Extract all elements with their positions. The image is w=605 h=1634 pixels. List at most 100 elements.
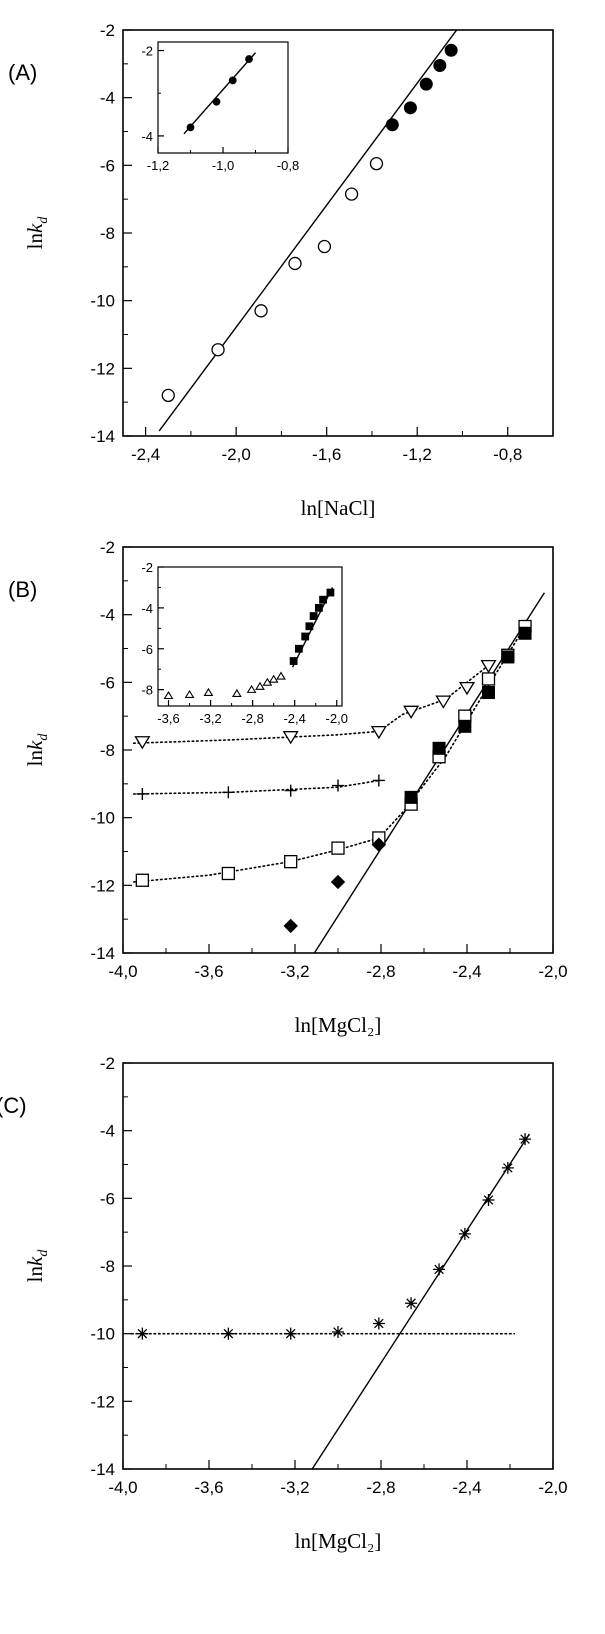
x-tick-label: -3,6	[194, 1478, 223, 1497]
data-point-triangle-down-open	[403, 705, 420, 719]
y-tick-label: -6	[100, 156, 115, 175]
x-tick-label: -2,8	[366, 962, 395, 981]
inset-data-point-triangle-up-open	[255, 681, 265, 690]
data-point-square-filled	[404, 790, 418, 804]
x-tick-label: -2,0	[538, 962, 567, 981]
x-tick-label: -3,2	[280, 1478, 309, 1497]
inset-data-point-triangle-up-open	[184, 689, 195, 699]
inset-data-point-circle-filled	[228, 76, 237, 85]
data-point-plus	[222, 786, 235, 799]
plot-frame	[122, 1062, 554, 1470]
linear-fit-line	[313, 592, 545, 953]
panel-label: (A)	[8, 60, 37, 85]
data-point-circle-open	[288, 256, 302, 271]
x-tick-label: -3,2	[280, 962, 309, 981]
inset-x-tick-label: -1,2	[147, 158, 169, 173]
data-point-square-open	[331, 841, 345, 855]
inset-y-tick-label: -8	[141, 683, 153, 698]
inset-data-point-triangle-up-open	[203, 687, 214, 696]
inset-data-point-triangle-up-open	[231, 688, 242, 698]
data-point-asterisk	[482, 1194, 495, 1207]
data-point-plus	[136, 787, 149, 800]
inset-plot: -3,6 -3,2 -2,8 -2,4 -2,0 -8 -6 -4 -2	[141, 560, 348, 726]
y-tick-label: -2	[100, 1054, 115, 1073]
y-tick-label: -8	[100, 741, 115, 760]
data-point-plus	[332, 779, 344, 792]
inset-x-tick-label: -0,8	[277, 158, 299, 173]
y-tick-label: -14	[90, 1460, 115, 1479]
inset-y-tick-label: -2	[141, 560, 153, 575]
data-point-triangle-down-open	[480, 659, 497, 674]
inset-data-point-circle-filled	[186, 123, 195, 132]
x-axis-title: ln[NaCl]	[301, 496, 376, 520]
inset-y-tick-label: -2	[141, 44, 153, 59]
x-tick-label: -4,0	[108, 962, 137, 981]
data-point-square-filled	[501, 650, 515, 664]
data-point-square-filled	[432, 741, 446, 755]
inset-data-point-square-filled	[314, 603, 323, 612]
inset-data-point-triangle-up-open	[246, 684, 257, 693]
y-tick-label: -2	[100, 538, 115, 557]
inset-data-point-square-filled	[326, 588, 335, 597]
y-tick-label: -10	[90, 1325, 115, 1344]
panel-a: -2,4 -2,0 -1,6 -1,2 -0,8 -14 -12 -10 -8 -6 -4 -2 (A)…	[8, 21, 554, 520]
y-tick-label: -14	[90, 427, 115, 446]
panel-c: -4,0 -3,6 -3,2 -2,8 -2,4 -2,0 -14 -12 -10 -8 -6 -4 -…	[0, 1054, 568, 1553]
inset-y-tick-label: -4	[141, 601, 153, 616]
inset-x-tick-label: -2,8	[241, 711, 263, 726]
x-tick-label: -2,0	[538, 1478, 567, 1497]
data-point-asterisk	[284, 1327, 297, 1340]
data-point-square-open	[284, 855, 298, 869]
data-point-square-filled	[518, 626, 532, 640]
data-point-asterisk	[405, 1297, 418, 1310]
data-point-plus	[372, 774, 385, 787]
data-point-square-open	[135, 873, 150, 887]
y-tick-label: -10	[90, 292, 115, 311]
x-tick-label: -2,4	[131, 445, 160, 464]
inset-y-tick-label: -4	[141, 129, 153, 144]
data-point-circle-filled	[444, 43, 458, 57]
data-point-asterisk	[332, 1325, 344, 1338]
inset-x-tick-label: -2,0	[326, 711, 348, 726]
data-point-plus	[284, 784, 297, 797]
data-point-asterisk	[519, 1133, 532, 1146]
y-tick-label: -12	[90, 876, 115, 895]
inset-data-point-square-filled	[309, 612, 318, 620]
x-tick-label: -2,8	[366, 1478, 395, 1497]
inset-data-point-triangle-up-open	[268, 674, 279, 683]
data-point-square-open	[481, 672, 496, 686]
x-tick-label: -0,8	[493, 445, 522, 464]
inset-data-point-triangle-up-open	[276, 671, 286, 680]
x-tick-label: -2,4	[452, 962, 481, 981]
y-tick-label: -12	[90, 359, 115, 378]
data-point-square-open	[221, 866, 236, 881]
data-point-asterisk	[501, 1161, 514, 1174]
inset-x-tick-label: -3,2	[199, 711, 221, 726]
inset-x-tick-label: -2,4	[283, 711, 305, 726]
data-point-square-filled	[482, 685, 495, 699]
x-axis-title: ln[MgCl₂]	[295, 1529, 382, 1553]
inset-plot-frame	[157, 566, 343, 707]
linear-fit-line	[158, 30, 458, 432]
y-tick-label: -4	[100, 89, 115, 108]
data-point-triangle-down-open	[458, 681, 476, 696]
inset-data-point-circle-filled	[212, 97, 221, 106]
y-tick-label: -6	[100, 1189, 115, 1208]
x-axis-title: ln[MgCl₂]	[295, 1013, 382, 1037]
data-point-circle-open	[317, 239, 332, 254]
y-tick-label: -12	[90, 1392, 115, 1411]
inset-data-point-circle-filled	[245, 55, 253, 63]
y-tick-label: -2	[100, 21, 115, 40]
inset-y-tick-label: -6	[141, 642, 153, 657]
data-point-circle-filled	[385, 118, 399, 132]
data-point-circle-open	[254, 304, 268, 318]
y-axis-title: lnkd	[23, 1249, 51, 1283]
y-axis-title: lnkd	[23, 216, 51, 250]
data-point-triangle-down-open	[370, 725, 387, 740]
inset-data-point-triangle-up-open	[163, 690, 174, 700]
data-point-asterisk	[433, 1263, 446, 1276]
data-point-square-filled	[458, 719, 472, 733]
y-tick-label: -4	[100, 606, 115, 625]
inset-x-tick-label: -1,0	[212, 158, 234, 173]
